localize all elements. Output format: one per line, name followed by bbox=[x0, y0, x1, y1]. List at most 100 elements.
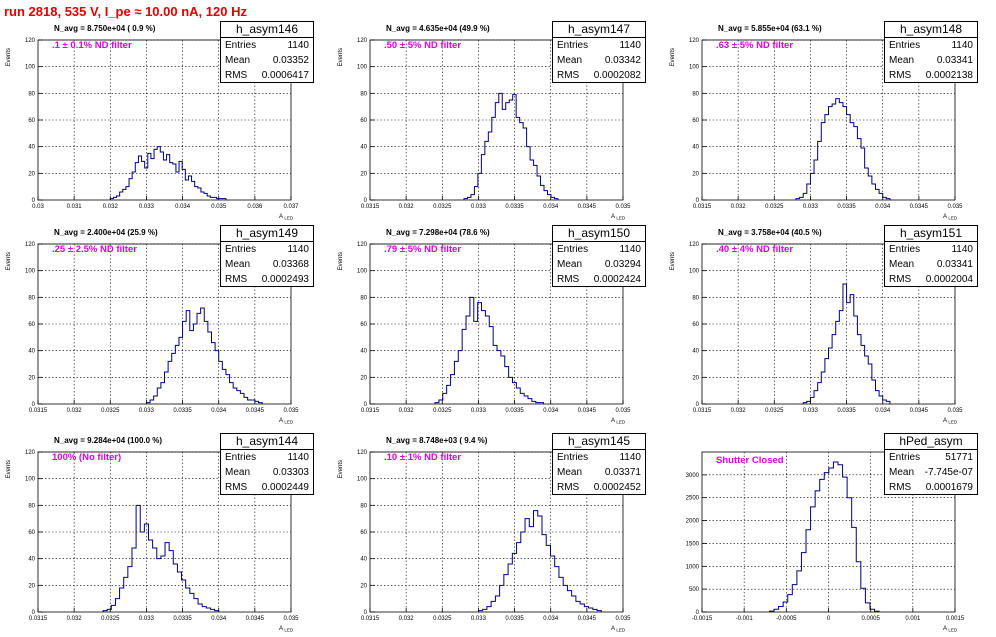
y-tick-label: 60 bbox=[360, 530, 367, 536]
histogram-bin bbox=[854, 127, 858, 200]
navg-label: N_avg = 4.635e+04 (49.9 %) bbox=[386, 24, 490, 33]
navg-label: N_avg = 3.758e+04 (40.5 %) bbox=[718, 228, 822, 237]
histogram-bin bbox=[481, 155, 484, 200]
histogram-bin bbox=[126, 187, 129, 200]
histogram-bin bbox=[211, 343, 215, 404]
histogram-bin bbox=[589, 608, 593, 612]
x-tick-label: 0.032 bbox=[399, 204, 415, 210]
histogram-bin bbox=[580, 604, 584, 612]
histogram-bin bbox=[160, 152, 163, 200]
histogram-bin bbox=[220, 199, 223, 200]
histogram-bin bbox=[190, 331, 194, 404]
y-tick-label: 80 bbox=[28, 91, 35, 97]
histogram-bin bbox=[107, 609, 111, 612]
run-title: run 2818, 535 V, I_pe ≈ 10.00 nA, 120 Hz bbox=[4, 4, 247, 19]
stats-box: h_asym146 Entries 1140 Mean 0.03352 RMS 0.0006… bbox=[220, 21, 314, 83]
stats-key: RMS bbox=[889, 274, 912, 285]
stats-key: Mean bbox=[889, 55, 915, 66]
histogram-bin bbox=[544, 191, 547, 200]
stats-box: h_asym145 Entries 1140 Mean 0.03371 RMS 0.0002… bbox=[552, 433, 646, 495]
y-tick-label: 20 bbox=[28, 583, 35, 589]
histogram-name: h_asym150 bbox=[553, 226, 645, 242]
histogram-bin bbox=[215, 351, 219, 404]
histogram-bin bbox=[500, 585, 504, 612]
histogram-bin bbox=[201, 192, 204, 200]
y-tick-label: 40 bbox=[28, 349, 35, 355]
x-tick-label: 0.035 bbox=[947, 408, 963, 414]
histogram-bin bbox=[148, 540, 152, 612]
histogram-bin bbox=[451, 375, 455, 404]
y-tick-label: 100 bbox=[689, 65, 700, 71]
x-tick-label: 0.0325 bbox=[101, 616, 120, 622]
stats-value: 0.03294 bbox=[604, 259, 641, 270]
stats-row-mean: Mean 0.03352 bbox=[221, 53, 313, 68]
histogram-series bbox=[102, 504, 220, 612]
stats-row-mean: Mean 0.03371 bbox=[553, 465, 645, 480]
stats-value: 1140 bbox=[287, 452, 309, 463]
stats-row-rms: RMS 0.0002452 bbox=[553, 480, 645, 495]
x-tick-label: 0.034 bbox=[175, 204, 191, 210]
histogram-bin bbox=[173, 164, 176, 200]
histogram-pad: 0.0315 0.032 0.0325 0.033 0.0335 0.034 0.0345 0… bbox=[332, 222, 664, 429]
histogram-bin bbox=[233, 388, 237, 404]
stats-key: Entries bbox=[889, 452, 921, 463]
x-tick-label: 0.03 bbox=[32, 204, 44, 210]
y-tick-label: 40 bbox=[692, 349, 699, 355]
histogram-bin bbox=[520, 123, 523, 200]
histogram-bin bbox=[497, 351, 501, 404]
histogram-bin bbox=[192, 181, 195, 200]
x-tick-label: 0.0345 bbox=[578, 408, 597, 414]
histogram-bin bbox=[153, 548, 157, 612]
x-tick-label: 0.036 bbox=[247, 204, 263, 210]
histogram-bin bbox=[861, 148, 865, 200]
histogram-bin bbox=[462, 329, 466, 404]
y-tick-label: 20 bbox=[692, 171, 699, 177]
y-tick-label: 120 bbox=[357, 242, 368, 248]
histogram-bin bbox=[806, 530, 811, 612]
histogram-pad: 0.0315 0.032 0.0325 0.033 0.0335 0.034 0.0345 0… bbox=[332, 18, 664, 225]
y-tick-label: 1000 bbox=[686, 564, 700, 570]
y-tick-label: 60 bbox=[360, 322, 367, 328]
x-tick-label: 0.033 bbox=[471, 204, 487, 210]
plot-frame bbox=[701, 451, 956, 613]
histogram-bin bbox=[843, 477, 848, 612]
filter-label: 100% (No filter) bbox=[52, 452, 122, 463]
stats-row-mean: Mean 0.03303 bbox=[221, 465, 313, 480]
stats-value: 0.03303 bbox=[272, 467, 309, 478]
histogram-bin bbox=[810, 397, 814, 404]
histogram-bin bbox=[796, 199, 800, 200]
histogram-bin bbox=[188, 176, 191, 200]
histogram-bin bbox=[513, 95, 516, 200]
stats-key: Mean bbox=[889, 259, 915, 270]
stats-row-entries: Entries 1140 bbox=[221, 242, 313, 257]
y-tick-label: 80 bbox=[28, 295, 35, 301]
histogram-bin bbox=[833, 462, 838, 612]
y-tick-label: 40 bbox=[360, 145, 367, 151]
histogram-bin bbox=[532, 401, 536, 404]
stats-row-mean: Mean -7.745e-07 bbox=[885, 465, 977, 480]
histogram-bin bbox=[836, 99, 840, 200]
stats-key: Mean bbox=[225, 467, 251, 478]
x-tick-label: 0.0325 bbox=[765, 204, 784, 210]
histogram-bin bbox=[179, 337, 183, 404]
histogram-bin bbox=[818, 141, 822, 200]
x-tick-label: 0.001 bbox=[905, 616, 921, 622]
histogram-bin bbox=[525, 519, 529, 612]
x-tick-label: 0.035 bbox=[615, 408, 631, 414]
filter-label: .79 ± 5% ND filter bbox=[384, 244, 462, 255]
x-tick-label: 0.032 bbox=[67, 616, 83, 622]
histogram-bin bbox=[509, 377, 513, 404]
stats-row-mean: Mean 0.03342 bbox=[553, 53, 645, 68]
histogram-series bbox=[477, 510, 602, 612]
x-tick-label: 0.0325 bbox=[433, 616, 452, 622]
y-axis-label: Events bbox=[338, 460, 344, 478]
stats-row-entries: Entries 51771 bbox=[885, 450, 977, 465]
histogram-bin bbox=[814, 160, 818, 200]
histogram-bin bbox=[186, 588, 190, 612]
stats-key: Entries bbox=[889, 40, 921, 51]
x-tick-label: 0.033 bbox=[803, 408, 819, 414]
stats-box: h_asym149 Entries 1140 Mean 0.03368 RMS 0.0002… bbox=[220, 225, 314, 287]
histogram-bin bbox=[132, 172, 135, 200]
stats-row-mean: Mean 0.03294 bbox=[553, 257, 645, 272]
histogram-bin bbox=[491, 601, 495, 612]
